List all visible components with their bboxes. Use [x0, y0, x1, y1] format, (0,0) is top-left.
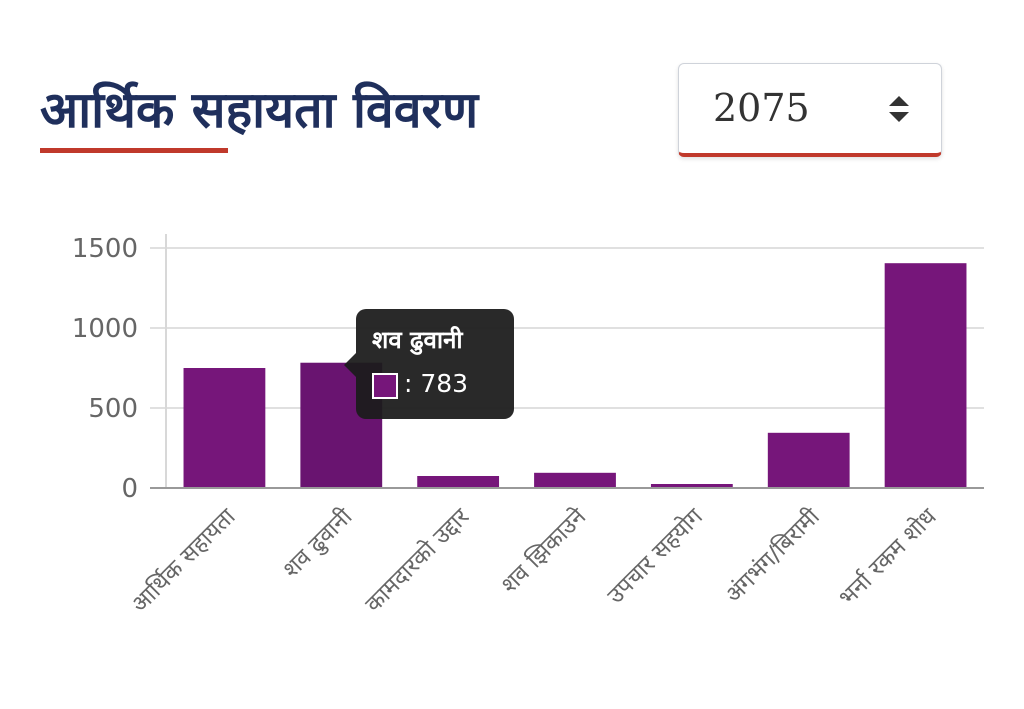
x-tick-label: उपचार सहयोग: [602, 502, 709, 609]
x-tick-label: कामदारको उद्दार: [360, 503, 475, 618]
year-select[interactable]: 2075: [678, 63, 942, 157]
year-select-value: 2075: [713, 86, 810, 130]
bar[interactable]: [767, 432, 850, 488]
y-tick-label: 1500: [72, 234, 138, 264]
page-title: आर्थिक सहायता विवरण: [40, 81, 479, 139]
bar[interactable]: [534, 472, 616, 488]
title-underline: [40, 148, 228, 153]
x-tick-label: अंगभंग/बिरामी: [720, 502, 826, 608]
x-tick-label: आर्थिक सहायता: [126, 502, 241, 617]
bar[interactable]: [650, 484, 733, 488]
x-tick-label: शव ढुवानी: [278, 502, 359, 583]
y-tick-label: 0: [121, 474, 138, 504]
bar[interactable]: [183, 368, 266, 488]
chart-tooltip: शव ढुवानी : 783: [344, 309, 514, 419]
sort-icon: [889, 96, 909, 122]
bar-chart: 0 500 1000 1500 आर्थिक सहायता शव ढुवानी कामदार…: [0, 200, 1024, 705]
y-tick-label: 500: [88, 394, 138, 424]
tooltip-value: : 783: [404, 369, 469, 398]
tooltip-swatch: [372, 373, 398, 399]
bar[interactable]: [417, 476, 500, 488]
bar[interactable]: [884, 263, 967, 488]
y-tick-label: 1000: [72, 314, 138, 344]
x-tick-label: भर्ना रकम शोध: [834, 503, 943, 612]
tooltip-title: शव ढुवानी: [372, 326, 463, 354]
x-tick-label: शव झिकाउने: [496, 502, 592, 598]
